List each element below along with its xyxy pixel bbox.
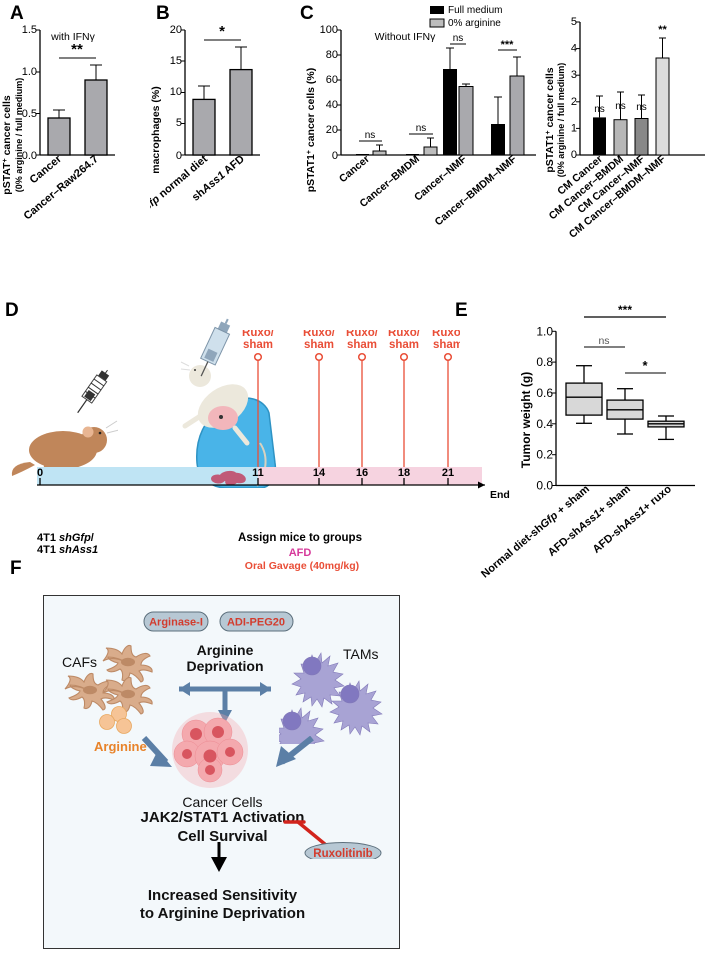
svg-text:Full medium: Full medium [448,5,502,16]
svg-text:Cancer: Cancer [337,153,372,185]
svg-text:40: 40 [326,99,338,111]
svg-text:**: ** [658,24,667,36]
svg-text:*: * [219,23,225,40]
svg-text:sham: sham [389,339,419,351]
svg-text:**: ** [71,41,83,58]
svg-text:0.0: 0.0 [536,479,553,493]
svg-text:ns: ns [598,335,609,347]
svg-text:(0% arginine / full medium): (0% arginine / full medium) [14,78,24,193]
svg-text:Tumor weight (g): Tumor weight (g) [519,372,533,468]
svg-text:sham: sham [347,339,377,351]
svg-text:ns: ns [416,123,427,134]
svg-text:Ruxo/: Ruxo/ [242,330,275,339]
svg-text:0.6: 0.6 [536,386,553,400]
svg-text:macrophages (%): macrophages (%) [150,86,162,174]
svg-text:Ruxolitinib: Ruxolitinib [313,848,372,859]
svg-text:Without IFNγ: Without IFNγ [375,31,436,43]
svg-text:0.8: 0.8 [536,355,553,369]
svg-text:0% arginine: 0% arginine [448,18,501,29]
svg-text:0: 0 [176,150,182,162]
svg-text:pSTAT1+ cancer cells (%): pSTAT1+ cancer cells (%) [305,68,317,193]
svg-text:20: 20 [326,124,338,136]
svg-text:***: *** [618,303,632,317]
svg-text:with IFNγ: with IFNγ [50,31,96,43]
svg-text:1.0: 1.0 [22,66,37,78]
svg-text:Arginine: Arginine [197,642,254,658]
svg-text:20: 20 [170,24,182,36]
svg-text:1.0: 1.0 [536,324,553,338]
svg-text:60: 60 [326,74,338,86]
svg-text:10: 10 [170,86,182,98]
svg-text:Deprivation: Deprivation [186,658,263,674]
svg-text:1.5: 1.5 [22,24,37,36]
svg-text:ns: ns [365,130,376,141]
svg-text:*: * [642,358,648,373]
svg-text:pSTAT1+ cancer cells: pSTAT1+ cancer cells [544,67,556,172]
svg-text:(0% arginine / full medium): (0% arginine / full medium) [556,63,566,178]
svg-text:0: 0 [332,150,338,162]
svg-text:pSTAT+ cancer cells: pSTAT+ cancer cells [1,95,13,195]
svg-text:15: 15 [170,55,182,67]
svg-text:Cancer–BMDM–NMF: Cancer–BMDM–NMF [433,153,520,229]
svg-text:Ruxo/: Ruxo/ [388,330,421,339]
svg-text:ns: ns [453,33,464,44]
svg-text:0.2: 0.2 [536,448,553,462]
svg-text:Arginase-I: Arginase-I [149,616,203,628]
svg-text:0.4: 0.4 [536,417,553,431]
svg-text:sham: sham [304,339,334,351]
svg-text:80: 80 [326,49,338,61]
svg-text:Ruxo/: Ruxo/ [346,330,379,339]
svg-text:100: 100 [320,24,338,36]
svg-text:***: *** [501,39,515,51]
svg-text:sham: sham [243,339,273,351]
svg-text:Ruxo/: Ruxo/ [303,330,336,339]
svg-text:ADI-PEG20: ADI-PEG20 [227,616,285,628]
svg-text:AFD-shAss1+ ruxo: AFD-shAss1+ ruxo [591,483,675,556]
